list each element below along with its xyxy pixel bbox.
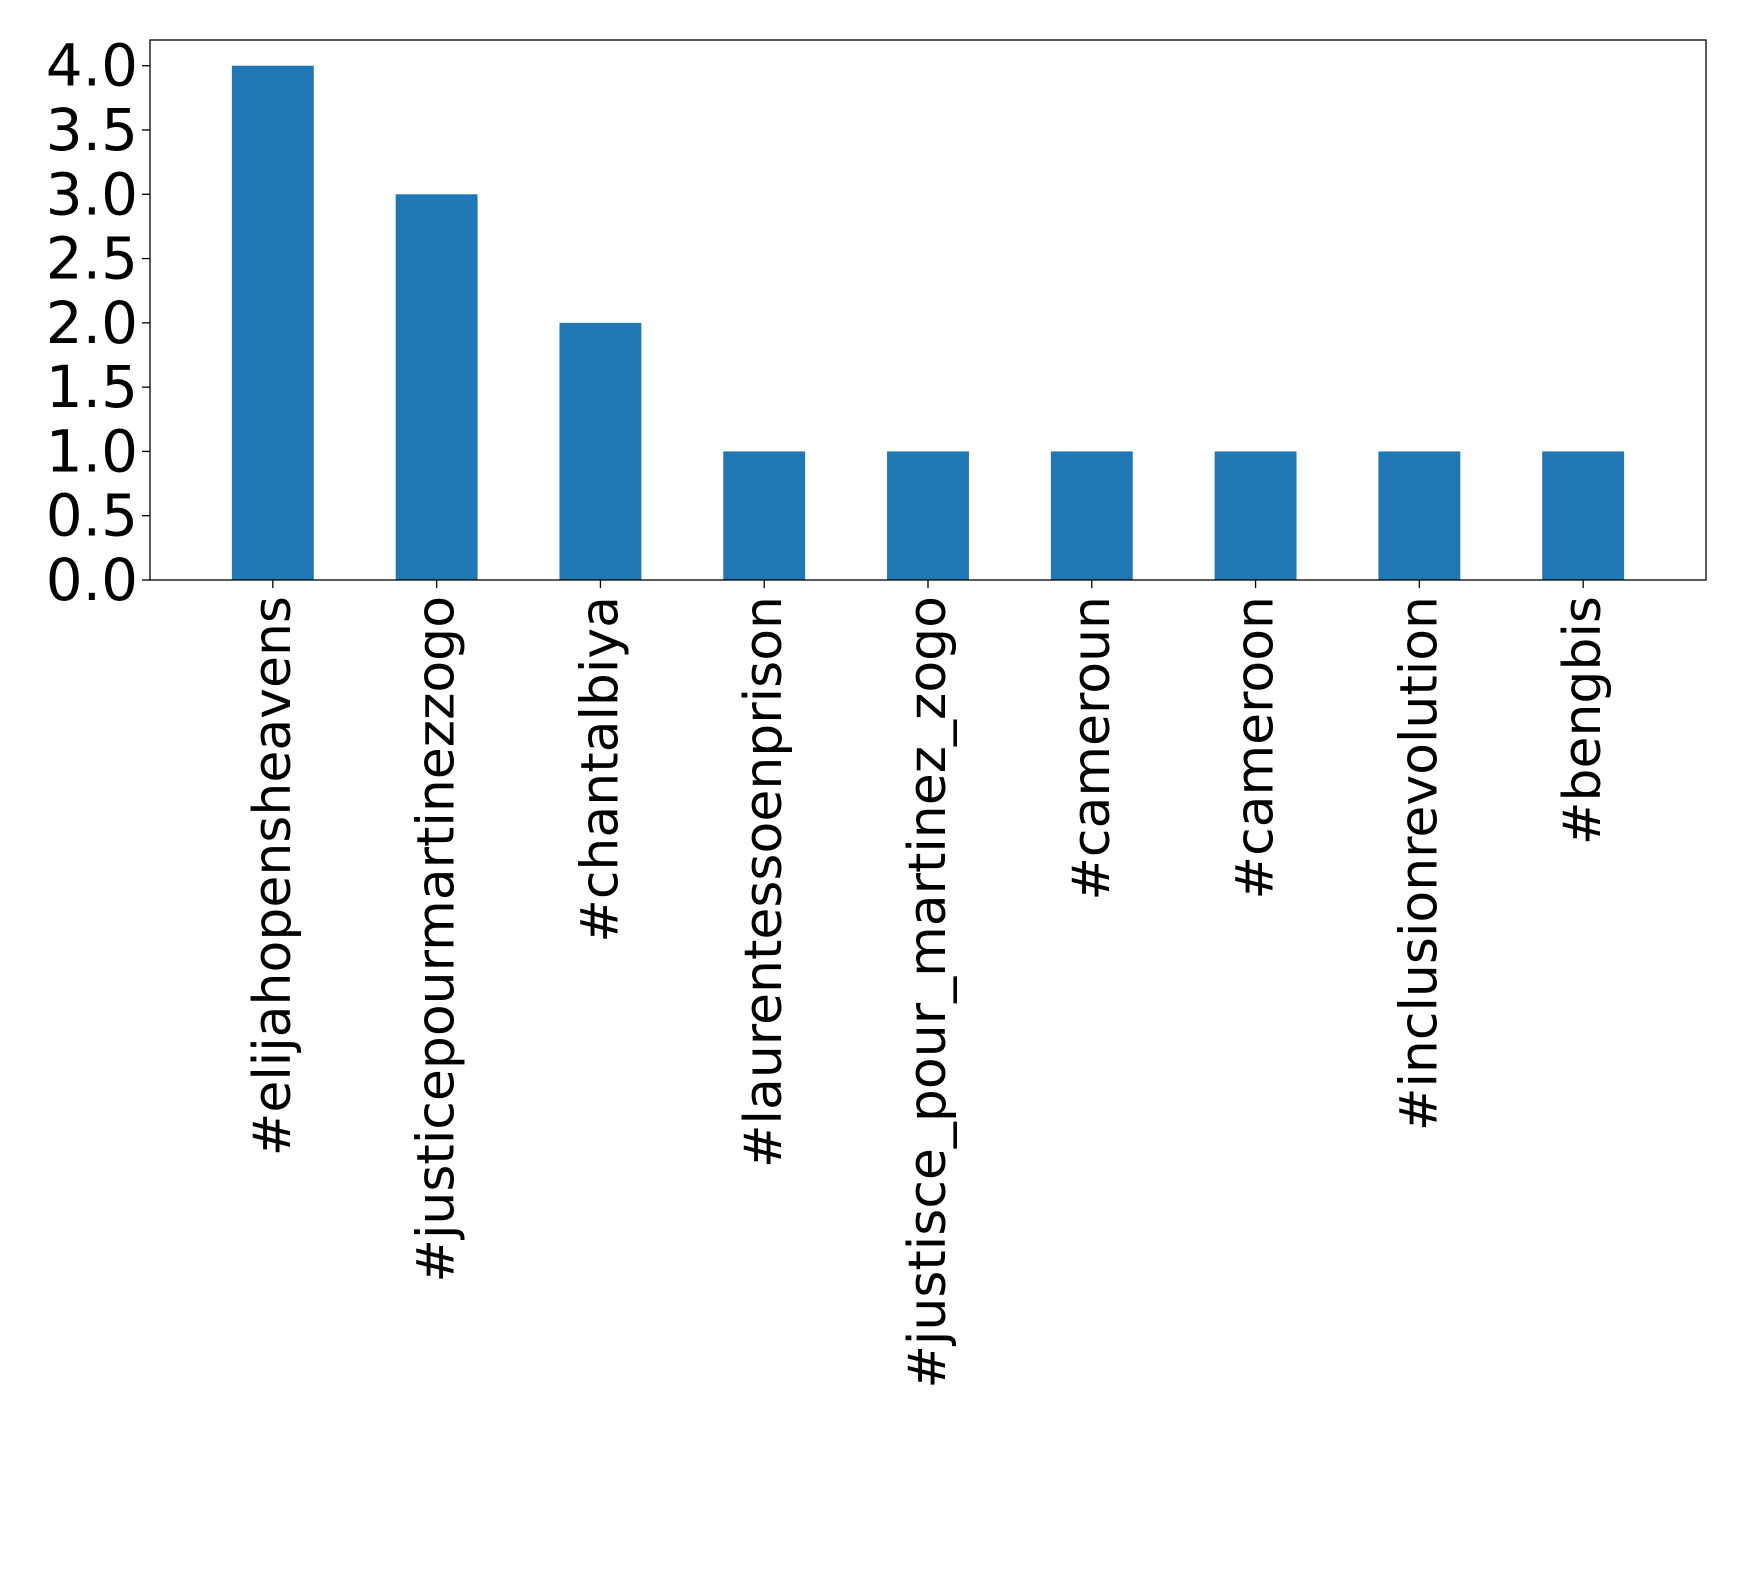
x-tick-label: #elijahopensheavens: [243, 596, 303, 1156]
x-tick-label: #justisce_pour_martinez_zogo: [898, 596, 958, 1389]
y-tick-label: 4.0: [46, 32, 138, 100]
y-tick-label: 3.0: [46, 160, 138, 228]
bars: [231, 65, 1625, 581]
y-tick-label: 2.0: [46, 289, 138, 357]
y-axis: 0.00.51.01.52.02.53.03.54.0: [46, 32, 150, 614]
y-tick-label: 0.5: [46, 482, 138, 550]
y-tick-label: 0.0: [46, 546, 138, 614]
y-tick-label: 1.5: [46, 353, 138, 421]
bar: [395, 194, 478, 581]
x-tick-label: #cameroon: [1226, 596, 1286, 900]
x-tick-label: #cameroun: [1062, 596, 1122, 901]
y-tick-label: 2.5: [46, 225, 138, 293]
x-tick-label: #bengbis: [1553, 596, 1613, 845]
bar: [559, 322, 642, 580]
bar: [1378, 451, 1461, 580]
bar: [1214, 451, 1297, 580]
x-axis: #elijahopensheavens #justicepourmartinezz…: [243, 580, 1613, 1389]
y-tick-label: 3.5: [46, 96, 138, 164]
bar: [887, 451, 969, 580]
x-tick-label: #justicepourmartinezzogo: [407, 596, 467, 1283]
x-tick-label: #inclusionrevolution: [1389, 596, 1449, 1131]
bar: [723, 451, 806, 580]
bar: [1542, 451, 1625, 580]
x-tick-label: #chantalbiya: [570, 596, 630, 943]
plot-frame: [149, 39, 1707, 581]
bar: [1050, 451, 1133, 580]
x-tick-label: #laurentessoenprison: [734, 596, 794, 1168]
y-tick-label: 1.0: [46, 417, 138, 485]
bar: [231, 65, 314, 580]
